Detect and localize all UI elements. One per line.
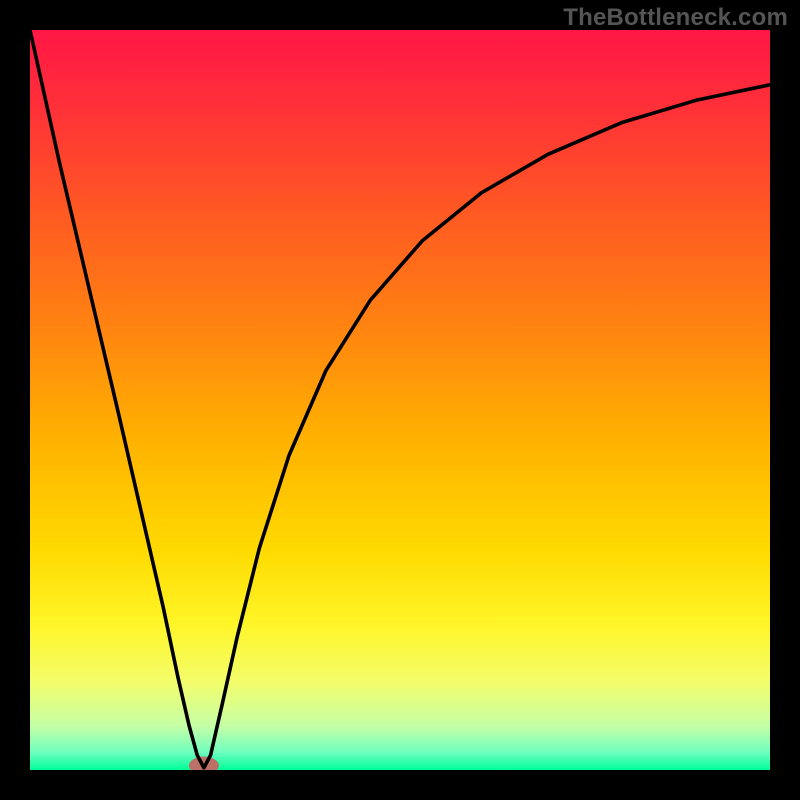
bottleneck-curve xyxy=(30,30,770,768)
curve-layer xyxy=(30,30,770,770)
chart-frame: TheBottleneck.com xyxy=(0,0,800,800)
watermark-text: TheBottleneck.com xyxy=(563,4,788,32)
plot-area xyxy=(30,30,770,770)
